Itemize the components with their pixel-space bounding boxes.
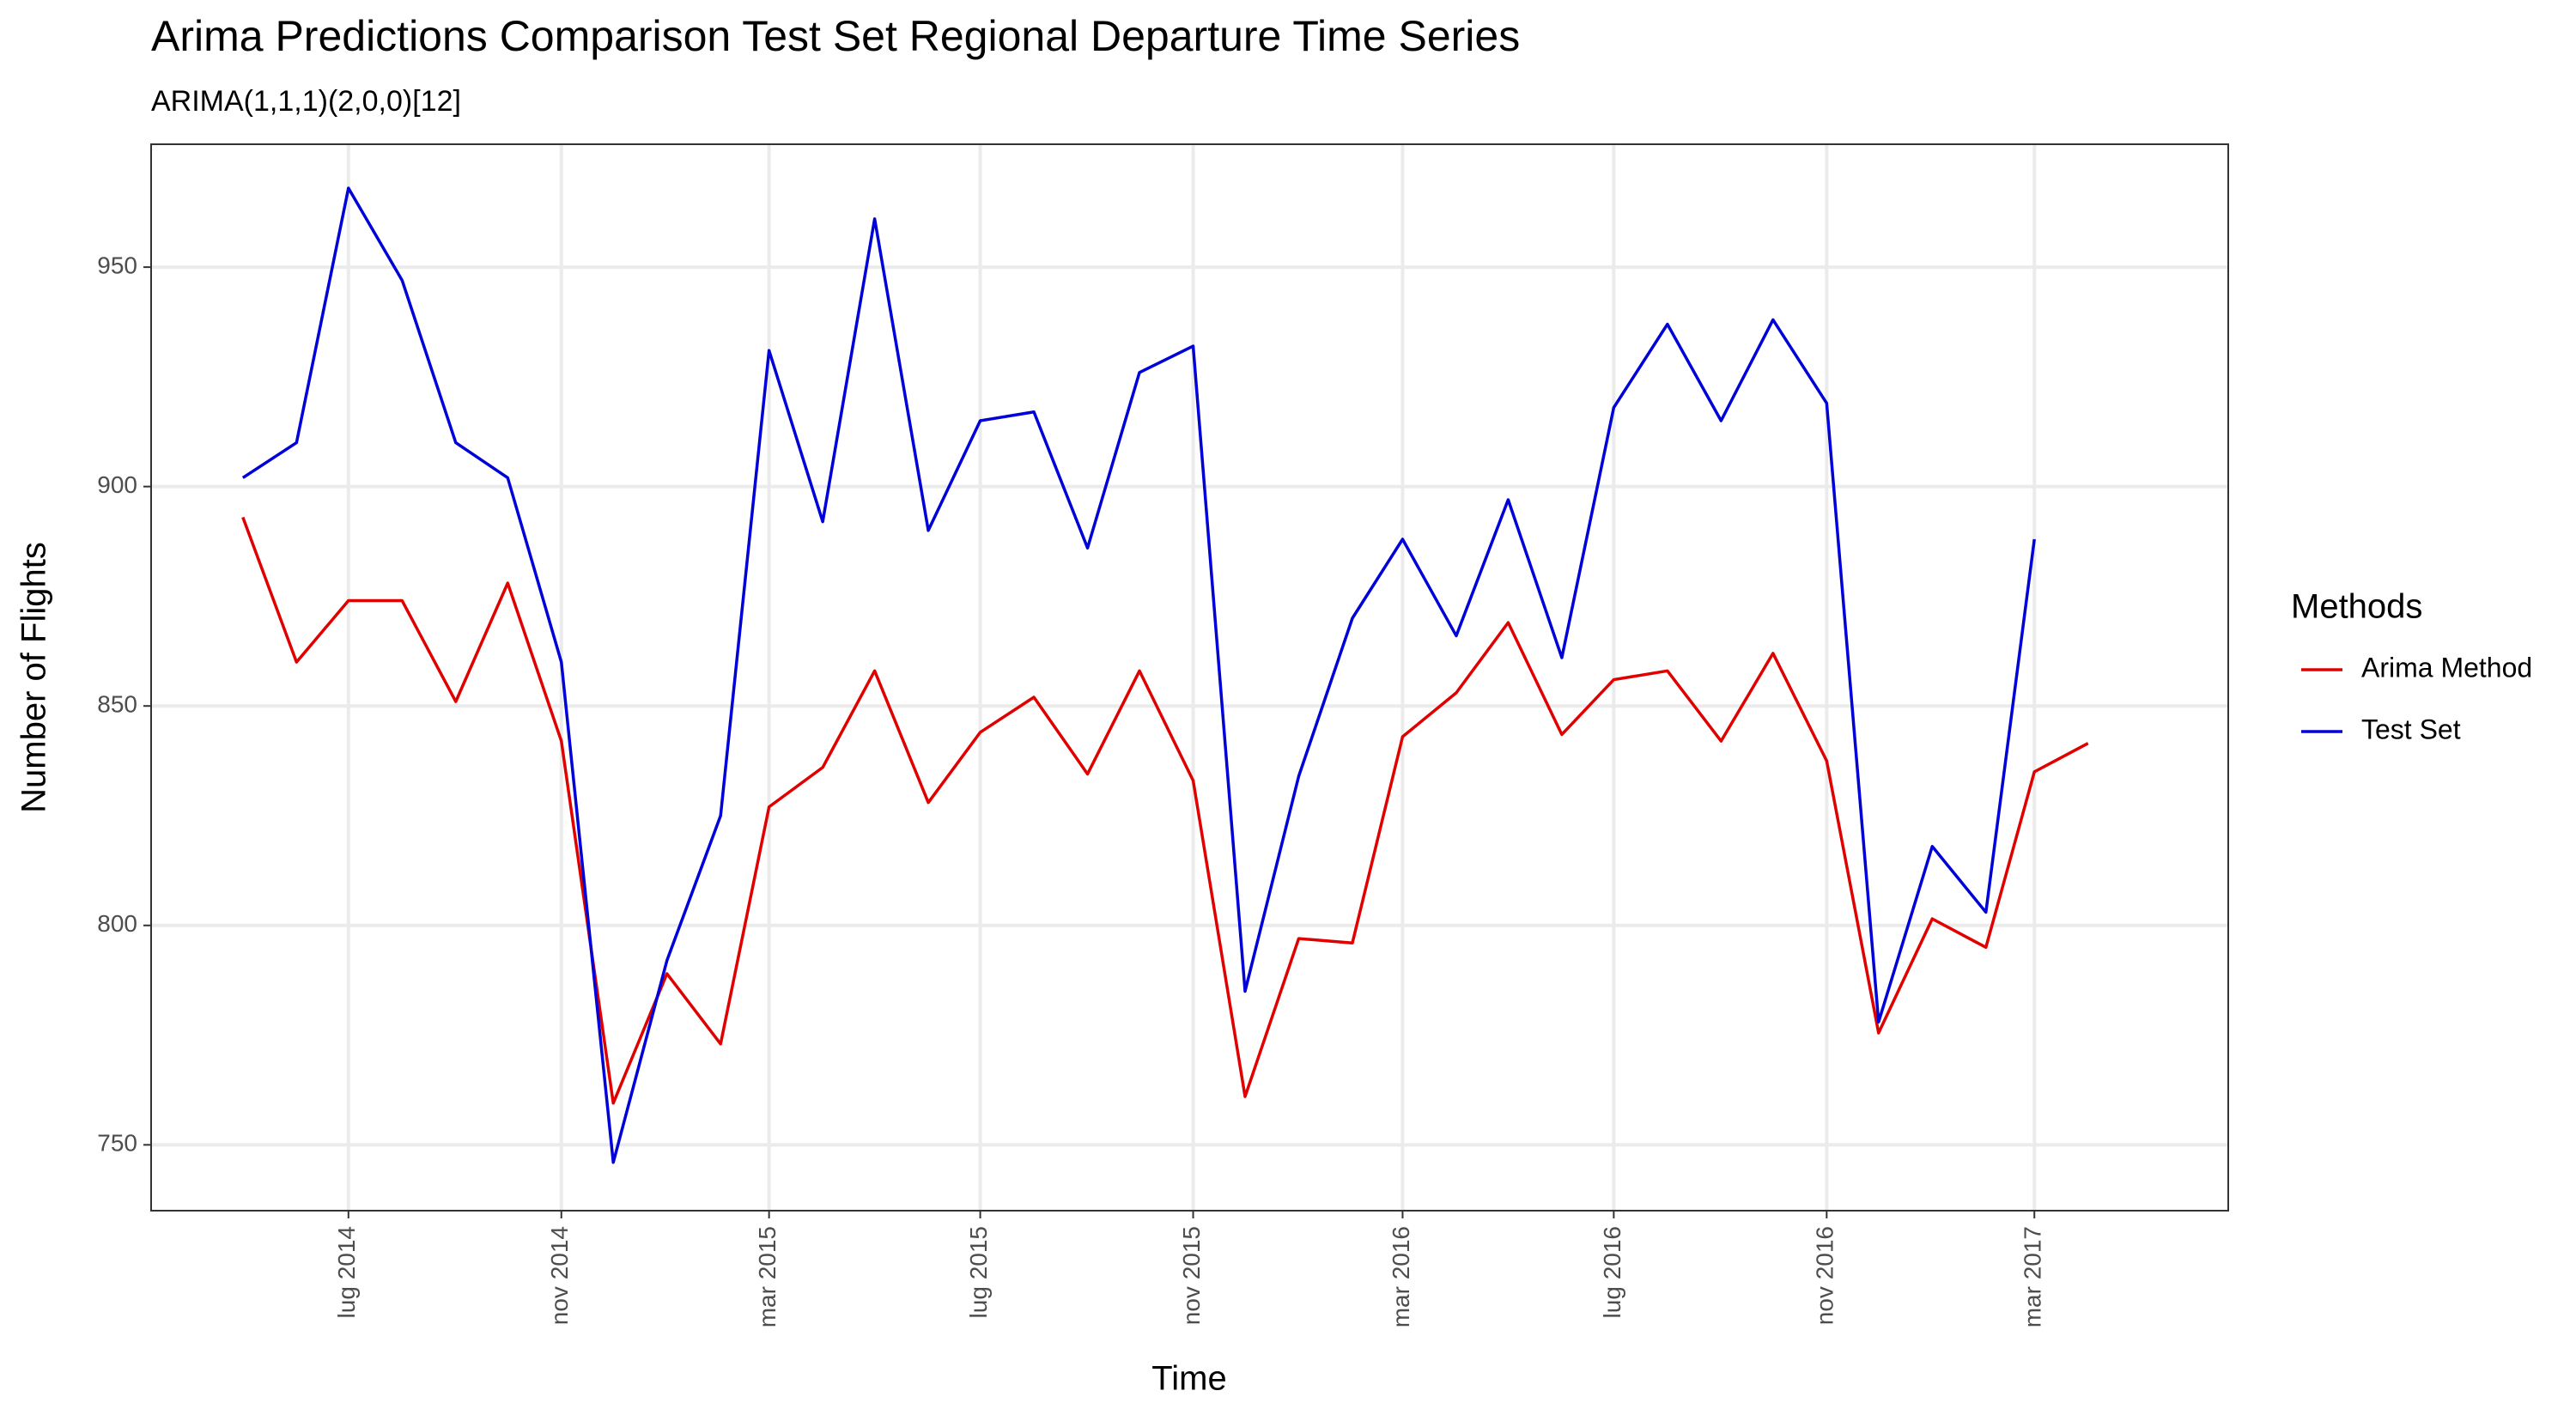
- legend-label: Arima Method: [2361, 652, 2532, 683]
- x-tick-label: nov 2014: [546, 1226, 573, 1325]
- series-line: [241, 186, 2036, 1164]
- x-tick-label: lug 2015: [965, 1226, 992, 1318]
- y-tick-label: 750: [97, 1130, 137, 1157]
- y-tick-label: 850: [97, 691, 137, 718]
- series-line: [241, 516, 2089, 1105]
- x-tick-label: mar 2016: [1388, 1226, 1414, 1327]
- y-tick-label: 900: [97, 471, 137, 498]
- plot-background: [151, 144, 2228, 1211]
- x-tick-label: lug 2014: [333, 1226, 360, 1318]
- plot-border: [150, 143, 2229, 1212]
- x-tick-label: lug 2016: [1599, 1226, 1625, 1318]
- legend-title: Methods: [2291, 588, 2422, 626]
- y-axis-label: Number of Flights: [15, 542, 53, 813]
- y-tick-label: 950: [97, 252, 137, 279]
- legend-label: Test Set: [2361, 714, 2461, 744]
- x-tick-label: mar 2015: [754, 1226, 781, 1327]
- x-tick-label: nov 2015: [1178, 1226, 1205, 1325]
- x-tick-label: nov 2016: [1812, 1226, 1838, 1325]
- x-tick-label: mar 2017: [2020, 1226, 2046, 1327]
- x-axis-label: Time: [1151, 1360, 1226, 1398]
- chart-subtitle: ARIMA(1,1,1)(2,0,0)[12]: [151, 85, 461, 118]
- y-tick-label: 800: [97, 910, 137, 937]
- chart-title: Arima Predictions Comparison Test Set Re…: [151, 12, 1520, 60]
